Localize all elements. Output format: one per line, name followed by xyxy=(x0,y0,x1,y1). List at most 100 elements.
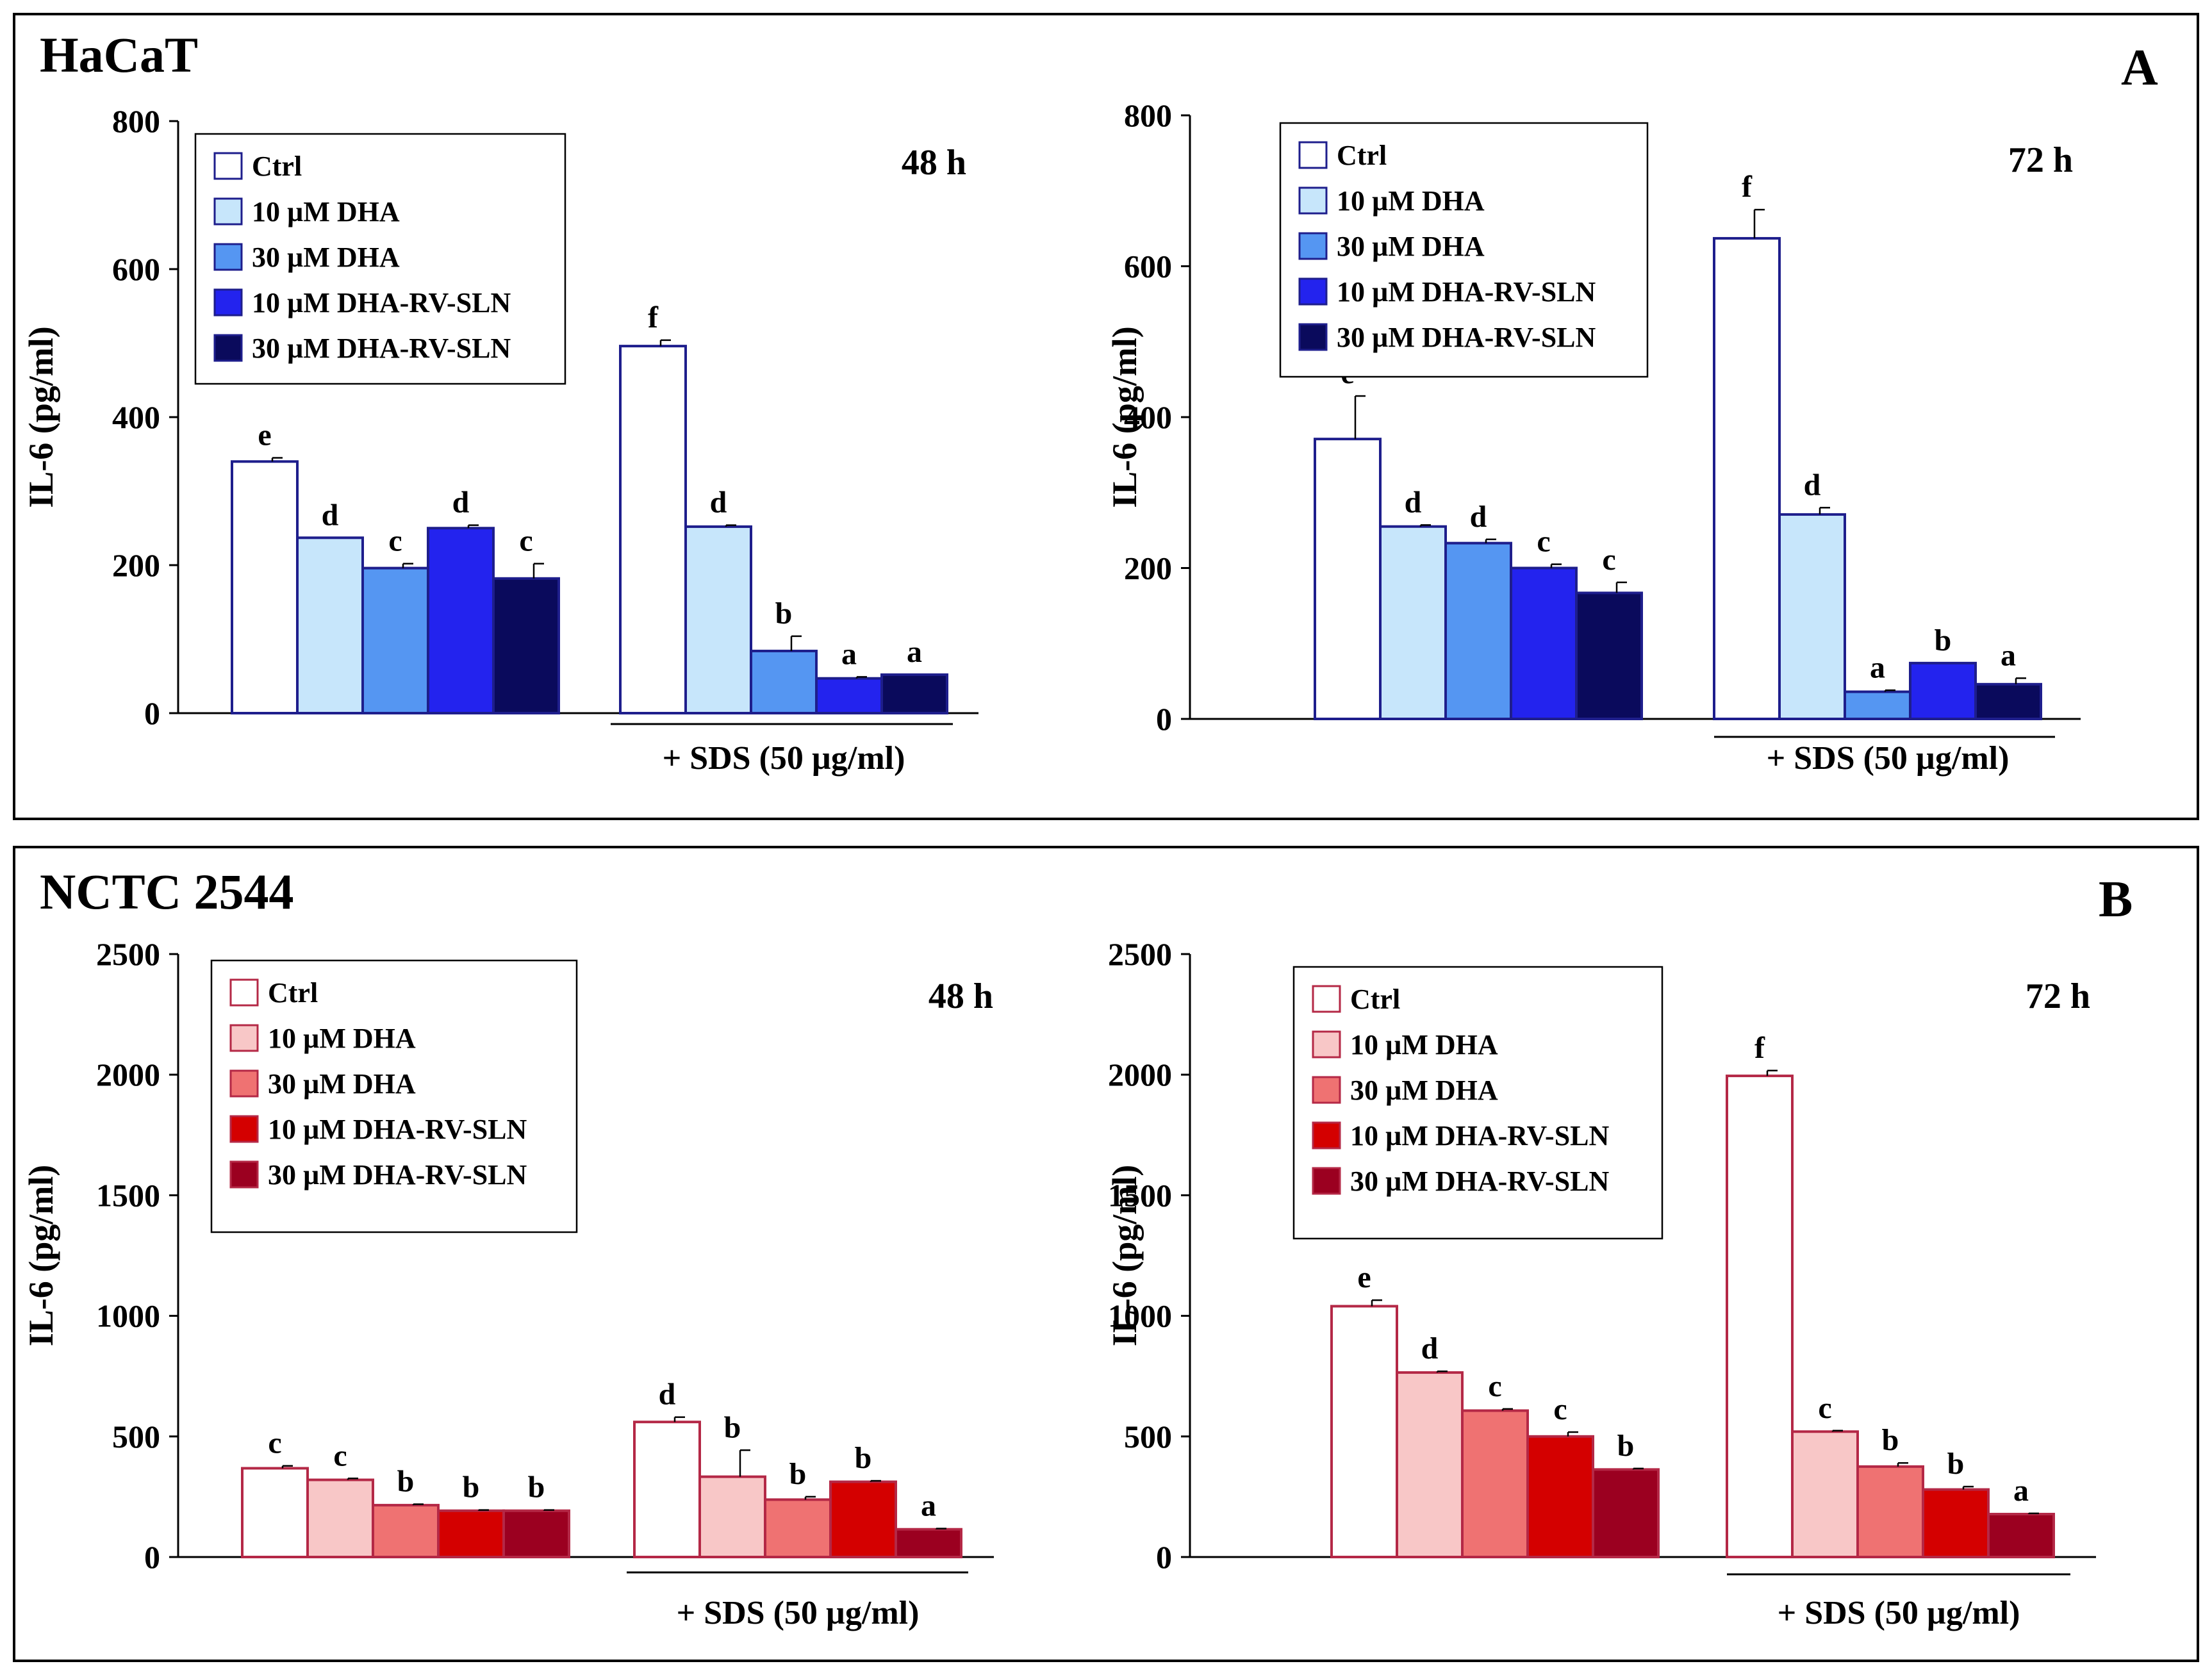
bar xyxy=(684,525,752,714)
bar xyxy=(361,566,429,714)
y-tick-label: 0 xyxy=(144,695,160,731)
chart-nctc-72h: 0 500 1000 1500 2000 2500 IL-6 (pg/ml) e f d c c b c b… xyxy=(1105,936,2096,1631)
bar xyxy=(1844,690,1911,720)
bar xyxy=(1778,513,1846,721)
significance-letter: b xyxy=(1947,1447,1965,1481)
significance-letter: b xyxy=(789,1457,807,1491)
significance-letter: d xyxy=(1470,500,1487,534)
y-tick-label: 1500 xyxy=(1108,1177,1172,1213)
significance-letter: a xyxy=(2001,638,2016,672)
y-tick-label: 400 xyxy=(1124,399,1172,435)
bar xyxy=(437,1509,505,1558)
legend-swatch xyxy=(1298,186,1328,215)
significance-letter: b xyxy=(724,1410,741,1444)
significance-letter: d xyxy=(1405,485,1422,519)
legend-swatch xyxy=(229,1160,259,1189)
bar xyxy=(241,1467,309,1559)
legend-label: 30 µM DHA-RV-SLN xyxy=(252,333,511,364)
bar xyxy=(619,345,687,714)
legend-swatch xyxy=(213,197,243,226)
bar xyxy=(1922,1488,1990,1558)
legend-swatch xyxy=(229,1115,259,1143)
significance-letter: b xyxy=(463,1471,480,1504)
significance-letter: d xyxy=(710,486,727,520)
y-tick-label: 200 xyxy=(1124,550,1172,586)
significance-letter: c xyxy=(268,1426,281,1460)
panel-b-letter: B xyxy=(2099,871,2133,928)
significance-letter: a xyxy=(2013,1474,2029,1508)
bar xyxy=(750,649,818,714)
y-tick-label: 2000 xyxy=(96,1057,160,1092)
legend-label: 30 µM DHA xyxy=(252,242,400,273)
y-tick-label: 800 xyxy=(112,103,160,139)
bar xyxy=(829,1480,897,1559)
legend-swatch xyxy=(229,1069,259,1098)
panel-a: HaCaT A 0 200 400 600 800 IL-6 (pg/ml) e f d d c b d… xyxy=(13,13,2199,820)
bar xyxy=(895,1528,962,1559)
significance-letter: b xyxy=(397,1465,415,1499)
time-label: 48 h xyxy=(929,977,993,1016)
significance-letter: c xyxy=(1488,1369,1501,1403)
legend-label: Ctrl xyxy=(1350,984,1400,1015)
legend-label: 10 µM DHA xyxy=(1350,1029,1498,1060)
significance-letter: a xyxy=(1870,650,1885,684)
significance-letter: b xyxy=(775,597,793,630)
y-tick-label: 2500 xyxy=(1108,936,1172,972)
significance-letter: b xyxy=(1882,1423,1899,1457)
bar xyxy=(633,1421,701,1559)
significance-letter: a xyxy=(841,637,857,671)
significance-letter: f xyxy=(1754,1031,1765,1065)
bar xyxy=(1909,661,1977,720)
significance-letter: d xyxy=(1804,468,1821,502)
legend-swatch xyxy=(1312,1030,1341,1059)
legend-swatch xyxy=(213,243,243,271)
significance-letter: f xyxy=(648,301,659,334)
significance-letter: c xyxy=(1537,525,1550,559)
y-tick-label: 0 xyxy=(144,1539,160,1575)
legend-swatch xyxy=(213,334,243,362)
sds-group-label: + SDS (50 µg/ml) xyxy=(1778,1595,2020,1631)
y-tick-label: 1000 xyxy=(96,1298,160,1334)
bar xyxy=(764,1498,832,1558)
significance-letter: c xyxy=(519,524,532,558)
sds-group-label: + SDS (50 µg/ml) xyxy=(1767,740,2010,777)
chart-nctc-48h: 0 500 1000 1500 2000 2500 IL-6 (pg/ml) c d c b b b b b… xyxy=(22,936,994,1631)
y-axis-title: IL-6 (pg/ml) xyxy=(1105,326,1144,508)
bar xyxy=(492,577,560,714)
y-tick-label: 600 xyxy=(1124,249,1172,284)
significance-letter: c xyxy=(1818,1391,1831,1425)
y-tick-label: 0 xyxy=(1156,1539,1172,1575)
legend-label: 10 µM DHA xyxy=(268,1023,416,1054)
legend-label: Ctrl xyxy=(268,977,318,1009)
legend-swatch xyxy=(229,1024,259,1052)
legend-label: 30 µM DHA xyxy=(1337,231,1485,262)
significance-letter: b xyxy=(1935,623,1952,657)
bar xyxy=(296,536,364,714)
significance-letter: b xyxy=(1617,1429,1635,1463)
bar xyxy=(1444,541,1512,721)
significance-letter: c xyxy=(388,524,402,558)
legend-label: Ctrl xyxy=(1337,140,1387,171)
legend-label: 10 µM DHA xyxy=(1337,185,1485,217)
y-tick-label: 2500 xyxy=(96,936,160,972)
significance-letter: e xyxy=(1357,1260,1371,1294)
significance-letter: b xyxy=(855,1441,872,1475)
significance-letter: d xyxy=(1421,1331,1439,1365)
significance-letter: c xyxy=(1602,543,1615,577)
bar xyxy=(231,460,299,714)
y-tick-label: 500 xyxy=(1124,1419,1172,1455)
significance-letter: e xyxy=(258,418,271,452)
y-tick-label: 500 xyxy=(112,1419,160,1455)
legend-swatch xyxy=(1312,985,1341,1013)
legend-swatch xyxy=(229,978,259,1007)
significance-letter: b xyxy=(528,1471,545,1504)
panel-a-letter: A xyxy=(2121,40,2158,96)
bar xyxy=(502,1509,570,1558)
time-label: 72 h xyxy=(2008,140,2073,180)
bar xyxy=(427,527,495,714)
time-label: 72 h xyxy=(2026,977,2090,1016)
y-tick-label: 400 xyxy=(112,399,160,435)
y-tick-label: 200 xyxy=(112,547,160,583)
bar xyxy=(1314,438,1382,721)
bar xyxy=(1726,1075,1794,1559)
